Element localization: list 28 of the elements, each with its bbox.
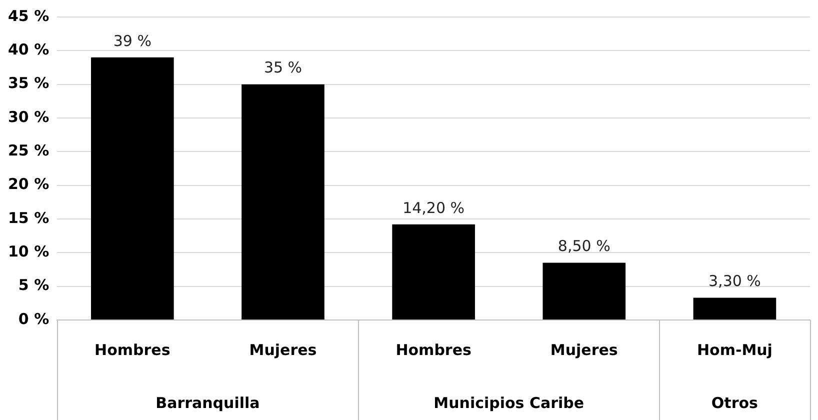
bar [91, 57, 174, 320]
y-tick-label: 35 % [8, 74, 50, 92]
data-label: 14,20 % [402, 198, 465, 217]
bar [542, 262, 626, 320]
x-tick-label: Hombres [396, 340, 472, 359]
data-label: 35 % [264, 58, 302, 77]
bar [693, 298, 776, 320]
y-tick-label: 5 % [18, 276, 50, 294]
y-tick-label: 10 % [8, 242, 50, 261]
x-tick-label: Mujeres [249, 340, 317, 359]
x-tick-label: Hom-Muj [696, 340, 772, 359]
bar [242, 84, 324, 320]
y-tick-label: 15 % [8, 208, 50, 227]
text: Municipios Caribe [434, 394, 584, 412]
data-label: 8,50 % [558, 237, 610, 256]
data-label: 39 % [113, 32, 152, 50]
text: Barranquilla [156, 394, 260, 412]
y-tick-label: 30 % [8, 108, 50, 126]
text: Otros [711, 394, 758, 412]
y-tick-label: 0 % [18, 310, 50, 328]
y-tick-label: 20 % [8, 175, 50, 194]
data-label: 3,30 % [708, 272, 761, 290]
y-tick-label: 40 % [8, 40, 50, 59]
x-tick-label: Mujeres [550, 340, 618, 359]
bar [392, 224, 475, 320]
y-tick-label: 25 % [8, 142, 50, 160]
y-tick-label: 45 % [8, 6, 50, 25]
x-tick-label: Hombres [94, 340, 170, 359]
